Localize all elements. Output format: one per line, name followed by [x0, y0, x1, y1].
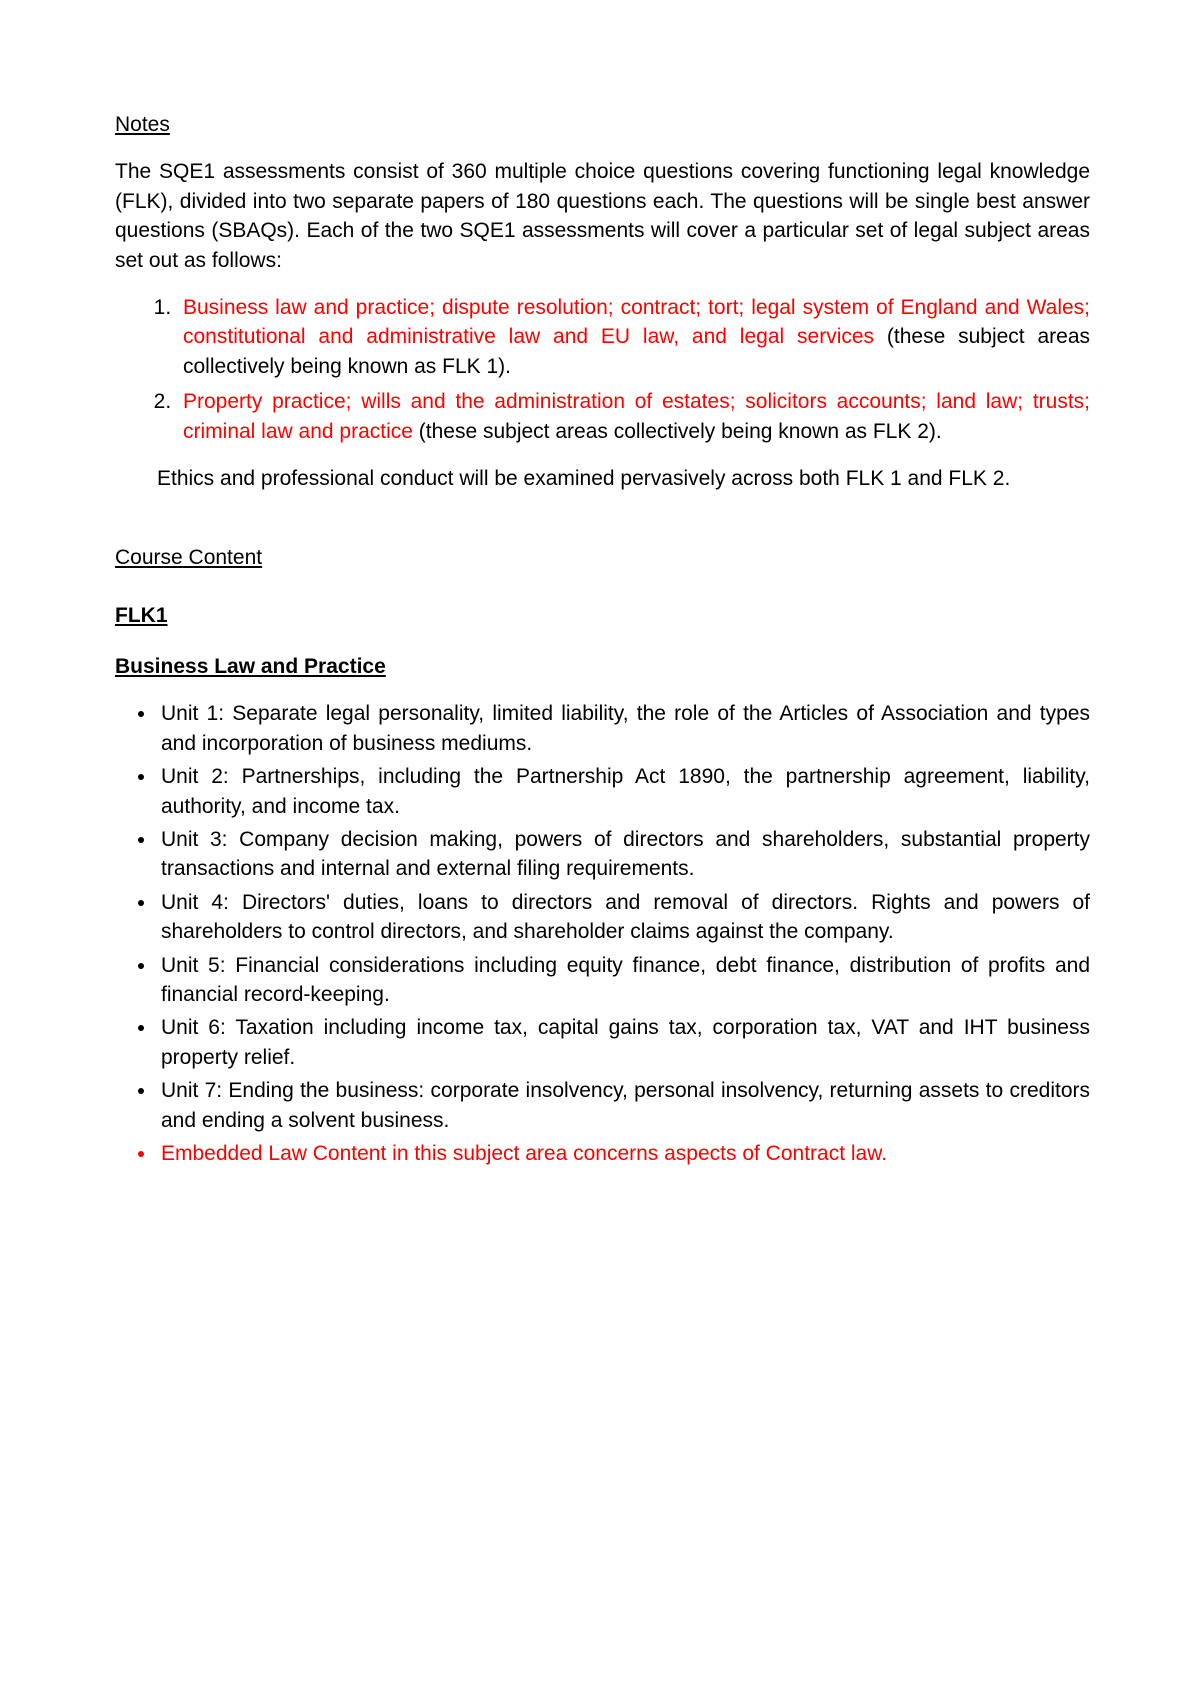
- embedded-law-item: Embedded Law Content in this subject are…: [157, 1139, 1090, 1168]
- unit-item: Unit 1: Separate legal personality, limi…: [157, 699, 1090, 758]
- subject-heading: Business Law and Practice: [115, 652, 1090, 681]
- unit-item: Unit 3: Company decision making, powers …: [157, 825, 1090, 884]
- unit-item: Unit 6: Taxation including income tax, c…: [157, 1013, 1090, 1072]
- document-page: Notes The SQE1 assessments consist of 36…: [0, 0, 1200, 1697]
- notes-heading: Notes: [115, 110, 1090, 139]
- flk-list-item: Property practice; wills and the adminis…: [177, 387, 1090, 446]
- unit-item: Unit 2: Partnerships, including the Part…: [157, 762, 1090, 821]
- units-list: Unit 1: Separate legal personality, limi…: [115, 699, 1090, 1168]
- ethics-note: Ethics and professional conduct will be …: [157, 464, 1090, 493]
- course-content-heading: Course Content: [115, 543, 1090, 572]
- flk-list-item: Business law and practice; dispute resol…: [177, 293, 1090, 381]
- unit-item: Unit 4: Directors' duties, loans to dire…: [157, 888, 1090, 947]
- unit-item: Unit 5: Financial considerations includi…: [157, 951, 1090, 1010]
- notes-intro: The SQE1 assessments consist of 360 mult…: [115, 157, 1090, 275]
- unit-item: Unit 7: Ending the business: corporate i…: [157, 1076, 1090, 1135]
- flk2-subjects-rest: (these subject areas collectively being …: [413, 420, 942, 443]
- flk-list: Business law and practice; dispute resol…: [115, 293, 1090, 446]
- flk1-heading: FLK1: [115, 601, 1090, 630]
